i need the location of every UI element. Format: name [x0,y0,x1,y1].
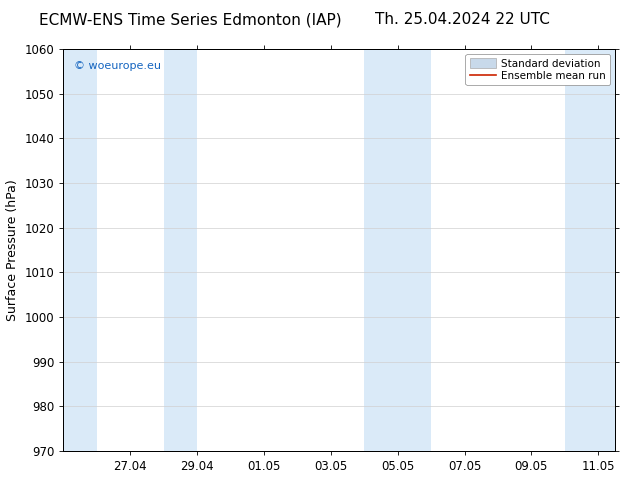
Bar [365,49,431,451]
Bar [565,49,631,451]
Text: ECMW-ENS Time Series Edmonton (IAP): ECMW-ENS Time Series Edmonton (IAP) [39,12,342,27]
Legend: Standard deviation, Ensemble mean run: Standard deviation, Ensemble mean run [465,54,610,85]
Bar [164,49,197,451]
Text: © woeurope.eu: © woeurope.eu [74,61,162,71]
Bar [63,49,97,451]
Text: Th. 25.04.2024 22 UTC: Th. 25.04.2024 22 UTC [375,12,550,27]
Y-axis label: Surface Pressure (hPa): Surface Pressure (hPa) [6,179,19,321]
